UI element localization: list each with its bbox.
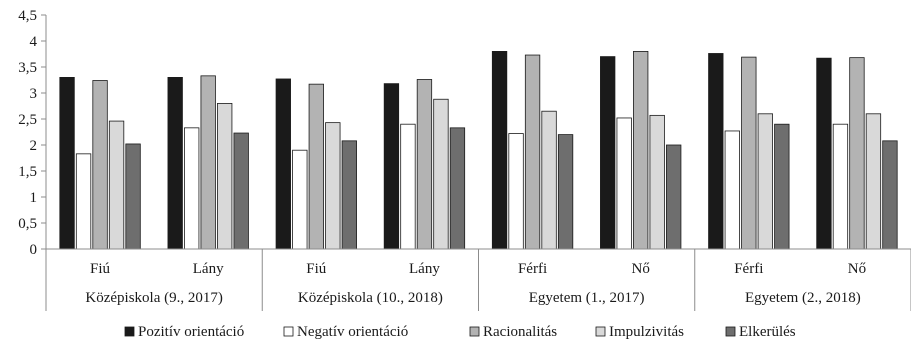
legend-label: Elkerülés [739,324,796,340]
y-tick-label: 4,5 [18,8,37,24]
bar [865,113,882,250]
y-tick-label: 0,5 [18,216,37,232]
legend-label: Impulzivitás [609,324,684,340]
x-category-label: Fiú [90,261,111,277]
y-tick-label: 3 [30,86,38,102]
y-tick-label: 2 [30,138,38,154]
legend-swatch [283,326,294,337]
bar [882,140,898,250]
bar [524,54,541,250]
y-tick-label: 4 [30,34,38,50]
bar [616,117,632,250]
x-category-label: Férfi [518,261,547,277]
bar [308,83,324,250]
x-group-label: Egyetem (1., 2017) [529,290,645,306]
x-group-label: Középiskola (10., 2018) [298,290,443,306]
x-category-label: Nő [632,261,650,277]
bar [275,78,291,250]
y-tick-label: 1,5 [18,164,37,180]
bar [449,127,466,250]
y-tick-label: 3,5 [18,60,37,76]
legend-label: Racionalitás [483,324,557,340]
bar [816,57,832,250]
bar [557,134,574,250]
legend-label: Negatív orientáció [297,324,408,340]
bar [341,140,357,250]
legend-swatch [595,326,606,337]
bar [849,57,865,250]
bar [75,153,92,250]
bar [400,123,416,250]
bar [184,127,200,250]
bar [383,83,400,250]
bar [508,133,524,250]
bar [433,98,449,250]
bar [59,77,75,250]
bar [757,113,773,250]
bar [774,123,790,250]
bar [167,77,183,250]
y-tick-label: 2,5 [18,112,37,128]
bar [708,53,724,250]
bar [724,130,740,250]
x-group-label: Egyetem (2., 2018) [745,290,861,306]
bar [541,110,557,250]
y-axis: 0 0,5 1 1,5 2 2,5 3 3,5 4 4,5 [18,8,47,258]
bar [832,123,849,250]
x-category-label: Nő [848,261,866,277]
y-tick-label: 1 [30,190,38,206]
x-category-label: Lány [193,261,224,277]
bar [108,120,125,250]
legend-label: Pozitív orientáció [138,324,244,340]
bar [233,132,249,250]
bar [633,51,649,250]
bar [600,56,616,250]
x-axis: Fiú Lány Fiú Lány Férfi Nő Férfi Nő Középiskola … [45,248,911,311]
bar [741,56,757,250]
x-category-label: Férfi [734,261,763,277]
bar [649,114,665,250]
legend-swatch [124,326,135,337]
bars [59,51,898,250]
bar [491,51,508,250]
bar [92,80,108,250]
bar [325,122,341,250]
legend-swatch [469,326,480,337]
bar [200,75,216,250]
x-category-label: Fiú [306,261,327,277]
bar [217,103,233,250]
legend-swatch [725,326,736,337]
bar [666,144,682,250]
x-category-label: Lány [409,261,440,277]
x-group-label: Középiskola (9., 2017) [85,290,222,306]
bar [292,149,308,250]
bar [416,79,433,250]
legend: Pozitív orientáció Negatív orientáció Raci… [124,324,796,340]
y-tick-label: 0 [30,242,38,258]
bar [125,143,141,250]
